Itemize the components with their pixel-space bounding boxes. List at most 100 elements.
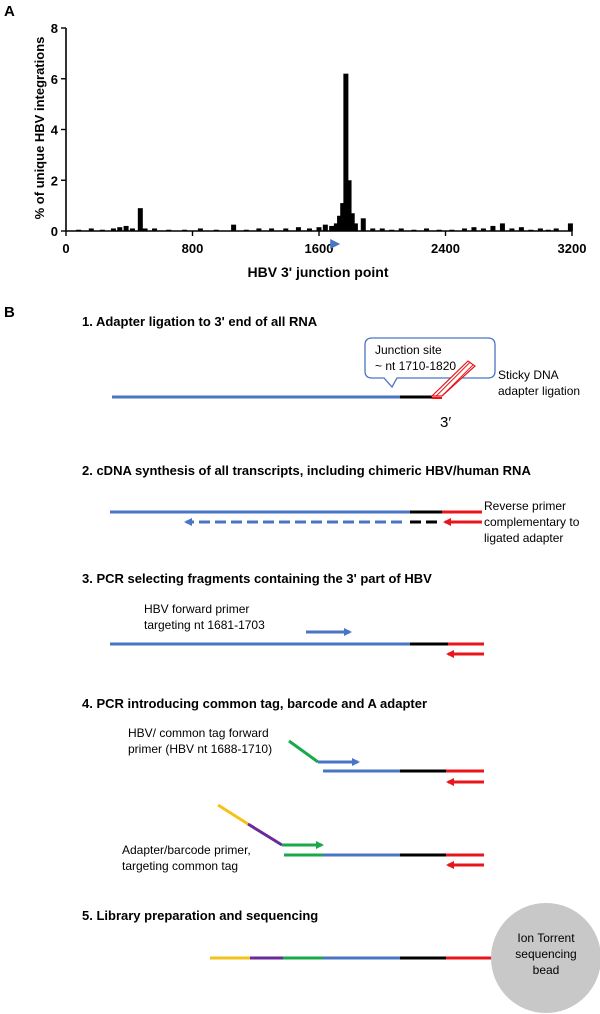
bar xyxy=(182,229,188,231)
bar xyxy=(449,229,455,231)
x-tick-label: 3200 xyxy=(558,241,587,256)
a-adapter-tail xyxy=(217,803,249,826)
bar xyxy=(283,228,289,231)
step1-side-line2: adapter ligation xyxy=(498,384,580,398)
y-tick-label: 2 xyxy=(51,173,58,188)
bar xyxy=(269,228,275,231)
step2-side-line2: complementary to xyxy=(484,515,580,529)
bar xyxy=(329,225,335,231)
step4-label-a-line1: HBV/ common tag forward xyxy=(128,726,269,740)
panel-a-letter: A xyxy=(4,3,15,20)
bar xyxy=(99,229,105,231)
step3-label-line1: HBV forward primer xyxy=(144,602,249,616)
y-tick-label: 4 xyxy=(51,123,59,138)
bar xyxy=(213,229,219,231)
bar xyxy=(537,228,543,231)
junction-callout: Junction site ~ nt 1710-1820 xyxy=(364,337,496,389)
bar xyxy=(88,228,94,231)
y-tick-label: 0 xyxy=(51,224,58,239)
bar xyxy=(152,228,158,231)
step3-title: 3. PCR selecting fragments containing th… xyxy=(82,571,432,586)
primer-marker xyxy=(330,239,341,249)
bar xyxy=(197,228,203,231)
bar xyxy=(123,225,129,231)
x-tick-label: 1600 xyxy=(305,241,334,256)
bead-line3: bead xyxy=(533,963,560,977)
bar xyxy=(379,228,385,231)
bar xyxy=(461,228,467,231)
y-axis-label: % of unique HBV integrations xyxy=(32,37,47,220)
panel-b-letter: B xyxy=(4,304,15,321)
bar xyxy=(256,228,262,231)
bar xyxy=(370,228,376,231)
bar-chart: % of unique HBV integrations HBV 3' junc… xyxy=(32,21,586,280)
sequencing-bead xyxy=(491,903,600,1013)
x-tick-label: 2400 xyxy=(431,241,460,256)
bar xyxy=(499,223,505,231)
bar xyxy=(411,229,417,231)
bar xyxy=(352,223,358,231)
bar xyxy=(117,227,123,231)
step1-side-line1: Sticky DNA xyxy=(498,368,559,382)
common-tag-tail xyxy=(288,739,319,764)
step4-label-b-line2: targeting common tag xyxy=(122,859,238,873)
bar xyxy=(322,224,328,231)
bar xyxy=(509,228,515,231)
step4-label-a-line2: primer (HBV nt 1688-1710) xyxy=(128,742,272,756)
bar xyxy=(424,228,430,231)
bar xyxy=(231,224,237,231)
step3-label-line2: targeting nt 1681-1703 xyxy=(144,618,265,632)
bar xyxy=(110,228,116,231)
callout-line1: Junction site xyxy=(375,343,442,357)
bars xyxy=(76,73,573,231)
step4-title: 4. PCR introducing common tag, barcode a… xyxy=(82,696,427,711)
bar xyxy=(142,228,148,231)
barcode-tail xyxy=(247,822,283,847)
bar xyxy=(337,215,343,231)
bar xyxy=(398,228,404,231)
bead-line1: Ion Torrent xyxy=(517,931,575,945)
x-tick-label: 800 xyxy=(182,241,204,256)
bar xyxy=(129,228,135,231)
bar xyxy=(343,73,349,231)
bar xyxy=(349,213,355,231)
bar xyxy=(333,223,339,231)
x-tick-label: 0 xyxy=(62,241,69,256)
bar xyxy=(545,229,551,231)
primer-marker-arrow xyxy=(330,239,341,249)
bar xyxy=(360,218,366,231)
bar xyxy=(340,203,346,231)
bar xyxy=(166,229,172,231)
bar xyxy=(518,227,524,231)
bar xyxy=(307,228,313,231)
step1-title: 1. Adapter ligation to 3' end of all RNA xyxy=(82,314,318,329)
x-axis: 0 800 1600 2400 3200 xyxy=(62,230,587,256)
bar xyxy=(567,223,573,231)
sticky-adapter xyxy=(430,360,476,397)
y-tick-label: 8 xyxy=(51,21,58,36)
bar xyxy=(76,229,82,231)
bead-line2: sequencing xyxy=(515,947,576,961)
bar xyxy=(471,227,477,231)
step5-title: 5. Library preparation and sequencing xyxy=(82,908,318,923)
bar xyxy=(243,229,249,231)
bar xyxy=(346,180,352,231)
bar xyxy=(480,228,486,231)
step2-side-line3: ligated adapter xyxy=(484,531,563,545)
bar xyxy=(316,227,322,231)
bar xyxy=(553,228,559,231)
bar xyxy=(436,229,442,231)
bar xyxy=(137,208,143,231)
x-axis-label: HBV 3' junction point xyxy=(248,264,389,280)
bar xyxy=(528,229,534,231)
bar xyxy=(295,227,301,231)
bar xyxy=(490,225,496,231)
three-prime-label: 3′ xyxy=(440,414,451,431)
step4-label-b-line1: Adapter/barcode primer, xyxy=(122,843,251,857)
step2-side-line1: Reverse primer xyxy=(484,499,566,513)
y-axis: 0 2 4 6 8 xyxy=(51,21,67,239)
step2-title: 2. cDNA synthesis of all transcripts, in… xyxy=(82,463,531,478)
bar xyxy=(389,229,395,231)
callout-line2: ~ nt 1710-1820 xyxy=(375,359,456,373)
